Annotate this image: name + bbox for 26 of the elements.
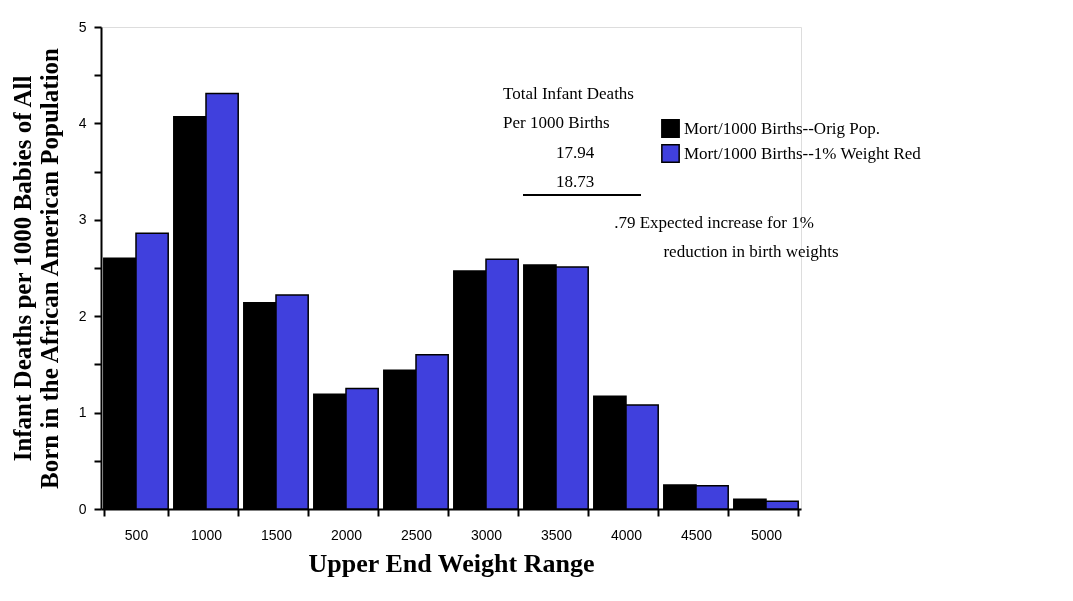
y-tick-label: 5 bbox=[78, 18, 87, 35]
x-tick-label: 4000 bbox=[610, 526, 643, 543]
y-tick-label: 4 bbox=[78, 114, 87, 131]
legend-label: Mort/1000 Births--1% Weight Red bbox=[684, 143, 922, 163]
x-tick-label: 4500 bbox=[680, 526, 713, 543]
y-tick-label: 3 bbox=[78, 211, 87, 228]
annotation: Per 1000 Births bbox=[503, 113, 610, 132]
annotation: 18.73 bbox=[555, 172, 595, 191]
annotation: Total Infant Deaths bbox=[503, 84, 634, 103]
annotation: 17.94 bbox=[555, 143, 595, 162]
y-tick-label: 1 bbox=[78, 404, 87, 421]
annotation: .79 Expected increase for 1% bbox=[614, 213, 814, 232]
y-tick-label: 0 bbox=[78, 500, 87, 517]
x-axis-title: Upper End Weight Range bbox=[308, 548, 595, 578]
x-tick-label: 500 bbox=[124, 526, 149, 543]
y-tick-label: 2 bbox=[78, 307, 87, 324]
x-tick-label: 1000 bbox=[190, 526, 223, 543]
x-tick-label: 2000 bbox=[330, 526, 363, 543]
y-axis-title: Infant Deaths per 1000 Babies of All Born in the African American Population bbox=[8, 47, 63, 489]
annotation: reduction in birth weights bbox=[663, 242, 839, 261]
x-tick-label: 2500 bbox=[400, 526, 433, 543]
x-tick-label: 3500 bbox=[540, 526, 573, 543]
legend-label: Mort/1000 Births--Orig Pop. bbox=[684, 118, 880, 138]
x-tick-label: 3000 bbox=[470, 526, 503, 543]
x-tick-label: 1500 bbox=[260, 526, 293, 543]
x-tick-label: 5000 bbox=[750, 526, 783, 543]
